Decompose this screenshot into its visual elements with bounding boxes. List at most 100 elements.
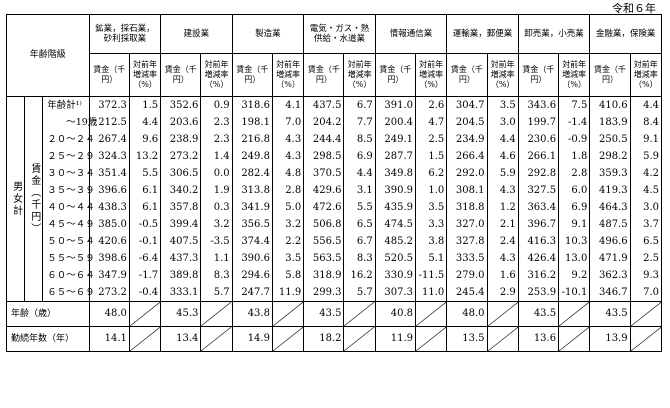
wage-cell: 292.0 [446,165,488,182]
wage-cell: 426.4 [517,250,560,267]
change-cell: 1.0 [415,182,448,199]
wage-cell: 352.6 [160,96,202,114]
table-row: ４５～４９ 385.0 -0.5 399.4 3.2 356.5 3.2 506.8 6.5 47… [7,216,663,233]
table-row: ５５～５９ 398.6 -6.4 437.3 1.1 390.6 3.5 563.5 8.3 52… [7,250,663,267]
change-cell: 4.2 [629,165,663,182]
change-cell: 3.5 [415,199,448,216]
wage-subheader: 賃金（千円） [374,53,417,97]
change-cell: 2.2 [271,233,305,250]
change-cell: 4.3 [486,250,519,267]
change-cell: 6.7 [343,233,376,250]
wage-cell: 249.1 [374,131,417,148]
industry-header: 電気・ガス・熱供給・水道業 [303,14,376,54]
wage-cell: 313.8 [231,182,273,199]
wage-cell: 357.8 [160,199,202,216]
wage-cell: 294.6 [231,267,273,284]
age-group-cell: 年齢計¹⁾ [42,96,90,114]
wage-cell: 333.1 [160,284,202,302]
change-cell: 9.1 [629,131,663,148]
empty-diagonal-cell [629,326,663,352]
change-cell: 3.5 [271,250,305,267]
empty-diagonal-cell [415,301,448,327]
change-cell: 3.2 [271,216,305,233]
age-group-cell: ６０～６４ [42,267,95,284]
change-cell: 4.4 [343,165,376,182]
change-cell: 6.5 [343,216,376,233]
wage-cell: 327.8 [446,233,488,250]
wage-cell: 299.3 [303,284,345,302]
wage-cell: 230.6 [517,131,560,148]
change-cell: 4.3 [271,148,305,165]
wage-cell: 316.2 [517,267,560,284]
age-group-cell: ３０～３４ [42,165,95,182]
wage-cell: 399.4 [160,216,202,233]
wage-cell: 343.6 [517,96,560,114]
change-cell: 4.1 [271,96,305,114]
table-row: ５０～５４ 420.6 -0.1 407.5 -3.5 374.4 2.2 556.5 6.7 4… [7,233,663,250]
wage-subheader: 賃金（千円） [160,53,202,97]
wage-cell: 292.8 [517,165,560,182]
change-cell: 3.1 [343,182,376,199]
wage-cell: 238.9 [160,131,202,148]
wage-cell: 385.0 [88,216,130,233]
change-cell: 2.6 [415,96,448,114]
change-cell: 9.1 [558,216,591,233]
footer-row: 年齢（歳） 48.0 45.3 43.8 43.5 40.8 48.0 43.5 43.5 [6,301,663,327]
empty-diagonal-cell [629,301,663,327]
change-cell: -1.7 [128,267,162,284]
change-cell: 5.5 [343,199,376,216]
change-cell: 8.5 [343,131,376,148]
change-cell: -6.4 [128,250,162,267]
empty-diagonal-cell [486,326,519,352]
footer-value-cell: 18.2 [303,326,345,352]
empty-diagonal-cell [200,326,233,352]
empty-diagonal-cell [128,326,162,352]
change-cell: 3.0 [486,114,519,131]
table-row: ３５～３９ 396.6 6.1 340.2 1.9 313.8 2.8 429.6 3.1 390… [7,182,663,199]
empty-diagonal-cell [271,326,305,352]
table-row: 男女計 賃金（千円） 年齢計¹⁾ 372.3 1.5 352.6 0.9 318.6 4.1 43… [5,96,663,302]
wage-subheader: 賃金（千円） [88,53,130,97]
wage-cell: 273.2 [88,284,130,302]
footer-value-cell: 43.5 [589,301,631,327]
change-cell: -10.1 [558,284,591,302]
wage-cell: 420.6 [88,233,130,250]
age-group-cell: ５５～５９ [42,250,95,267]
wage-subheader: 賃金（千円） [517,53,560,97]
wage-cell: 341.9 [231,199,273,216]
change-cell: 1.5 [128,96,162,114]
change-cell: 1.5 [415,148,448,165]
change-cell: 2.4 [486,233,519,250]
wage-cell: 327.5 [517,182,560,199]
footer-value-cell: 14.9 [231,326,273,352]
change-cell: 3.5 [486,96,519,114]
wage-cell: 391.0 [374,96,417,114]
industry-header: 情報通信業 [374,14,448,54]
table-row: ３０～３４ 351.4 5.5 306.5 0.0 282.4 4.8 370.5 4.4 349… [7,165,663,182]
wage-cell: 390.9 [374,182,417,199]
change-cell: 4.3 [486,182,519,199]
wage-cell: 362.3 [589,267,631,284]
empty-diagonal-cell [343,326,376,352]
wage-cell: 330.9 [374,267,417,284]
change-cell: 7.7 [343,114,376,131]
wage-cell: 318.9 [303,267,345,284]
age-group-cell: ～19歳 [42,114,97,131]
change-cell: 6.7 [343,96,376,114]
wage-cell: 472.6 [303,199,345,216]
age-group-cell: ２０～２４ [42,131,95,148]
change-cell: 3.8 [415,233,448,250]
wage-cell: 410.6 [589,96,631,114]
wage-cell: 247.7 [231,284,273,302]
wage-cell: 216.8 [231,131,273,148]
change-cell: 4.4 [128,114,162,131]
wage-cell: 372.3 [88,96,130,114]
change-cell: -0.5 [128,216,162,233]
footer-value-cell: 13.4 [160,326,202,352]
empty-diagonal-cell [128,301,162,327]
change-cell: 2.5 [415,131,448,148]
wage-cell: 282.4 [231,165,273,182]
empty-diagonal-cell [271,301,305,327]
footer-label: 勤続年数（年） [6,326,90,352]
wage-cell: 327.0 [446,216,488,233]
